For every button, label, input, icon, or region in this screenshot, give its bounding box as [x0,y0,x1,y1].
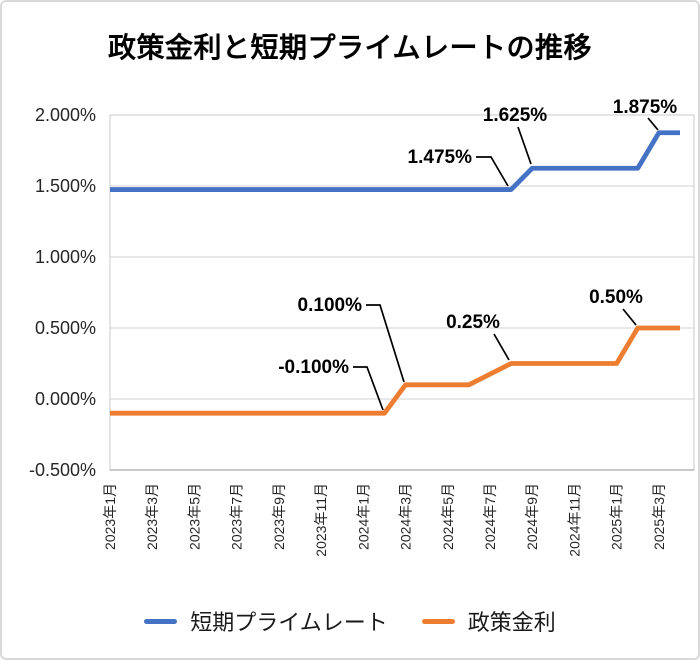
x-axis-label: 2025年3月 [651,483,667,550]
annotation-callout [622,308,637,326]
x-axis-label: 2024年1月 [355,483,371,550]
x-axis-label: 2024年7月 [482,483,498,550]
legend-item-policy-rate: 政策金利 [421,605,556,637]
legend-item-prime-rate: 短期プライムレート [144,605,388,637]
annotation-label: -0.100% [278,357,349,378]
x-axis-label: 2025年1月 [609,483,625,550]
annotation-callout [366,304,405,383]
annotation-callout [517,126,532,165]
x-axis-label: 2024年11月 [566,483,582,557]
y-axis-label: 1.000% [35,247,96,267]
policy-rate-line-swatch [421,618,455,624]
legend-label-prime-rate: 短期プライムレート [190,610,388,635]
annotation-callout [476,156,509,187]
annotation-label: 1.875% [613,97,678,118]
annotation-label: 1.475% [408,147,473,168]
annotation-label: 0.50% [589,287,643,308]
annotation-callout [493,333,510,361]
x-axis-label: 2024年5月 [440,483,456,550]
legend: 短期プライムレート 政策金利 [2,605,698,637]
legend-label-policy-rate: 政策金利 [467,610,556,635]
x-axis-label: 2023年1月 [102,483,118,550]
y-axis-label: 2.000% [35,105,96,125]
annotation-label: 0.25% [446,312,500,333]
prime-rate-line-swatch [144,618,178,624]
y-axis-label: 0.500% [35,318,96,338]
annotation-callout [647,117,659,131]
y-axis-label: -0.500% [29,460,96,480]
annotation-label: 1.625% [483,105,548,126]
x-axis-label: 2024年9月 [524,483,540,550]
series-line-prime-rate [110,130,680,192]
x-axis-label: 2023年11月 [313,483,329,557]
x-axis-label: 2023年5月 [186,483,202,550]
x-axis-label: 2024年3月 [398,483,414,550]
x-axis-label: 2023年7月 [229,483,245,550]
annotation-callout [353,366,384,411]
chart-title: 政策金利と短期プライムレートの推移 [108,32,592,63]
x-axis-label: 2023年9月 [271,483,287,550]
series-line-policy-rate [110,325,680,416]
y-axis-label: 1.500% [35,176,96,196]
x-axis-label: 2023年3月 [144,483,160,550]
y-axis-label: 0.000% [35,389,96,409]
annotation-label: 0.100% [298,295,363,316]
